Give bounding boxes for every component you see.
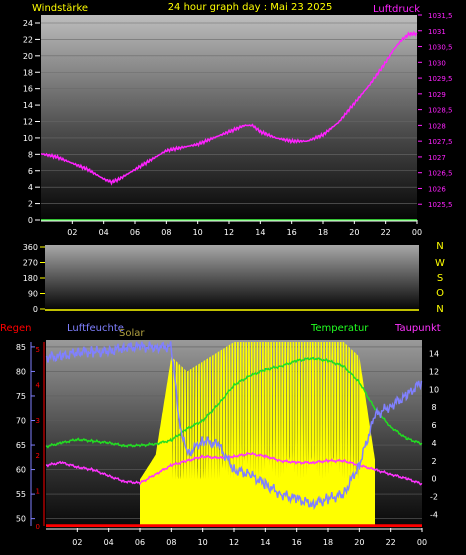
compass-letter: O: [436, 288, 444, 299]
panel-pressure-wind: [41, 15, 417, 220]
rain-tick-label: 0: [36, 523, 40, 531]
pressure-tick-label: 1029: [428, 91, 446, 99]
time-tick-label: 12: [229, 538, 239, 547]
time-tick-label: 02: [67, 228, 77, 237]
pressure-tick-label: 1031: [428, 28, 446, 36]
pressure-tick-label: 1029,5: [428, 75, 453, 83]
direction-tick-label: 180: [23, 274, 38, 283]
temperature-tick-label: -4: [430, 510, 438, 519]
humidity-tick-label: 75: [16, 392, 26, 401]
pressure-tick-label: 1031,5: [428, 12, 453, 20]
header-pressure-label: Luftdruck: [373, 4, 420, 15]
temperature-tick-label: 4: [431, 439, 436, 448]
direction-tick-label: 90: [28, 290, 38, 299]
temperature-tick-label: 12: [429, 367, 439, 376]
compass-letter: N: [436, 304, 443, 315]
humidity-tick-label: 80: [16, 367, 26, 376]
time-tick-label: 20: [349, 228, 359, 237]
wind-tick-label: 16: [23, 85, 33, 94]
series-solar: [140, 342, 375, 526]
time-tick-label: 20: [354, 538, 364, 547]
time-tick-label: 18: [323, 538, 333, 547]
rain-tick-label: 5: [36, 346, 40, 354]
humidity-tick-label: 65: [16, 441, 26, 450]
humidity-tick-label: 60: [16, 466, 26, 475]
time-tick-label: 02: [72, 538, 82, 547]
rain-tick-label: 4: [36, 381, 41, 389]
series-luftdruck: [40, 30, 418, 186]
humidity-tick-label: 50: [16, 515, 26, 524]
time-tick-label: 06: [135, 538, 145, 547]
pressure-tick-label: 1026,5: [428, 170, 453, 178]
pressure-tick-label: 1027,5: [428, 138, 453, 146]
time-tick-label: 00: [417, 538, 427, 547]
taupunkt-label: Taupunkt: [394, 323, 441, 334]
time-tick-label: 08: [161, 228, 171, 237]
wind-tick-label: 12: [23, 118, 33, 127]
luftfeuchte-label: Luftfeuchte: [67, 323, 124, 334]
pressure-tick-label: 1030: [428, 59, 446, 67]
chart-title: 24 hour graph day : Mai 23 2025: [168, 2, 333, 13]
wind-tick-label: 20: [23, 52, 33, 61]
rain-tick-label: 3: [36, 417, 40, 425]
wind-tick-label: 6: [28, 167, 33, 176]
temperature-tick-label: -2: [430, 493, 438, 502]
wind-tick-label: 4: [28, 183, 33, 192]
wind-tick-label: 24: [23, 19, 33, 28]
temperature-tick-label: 2: [431, 457, 436, 466]
temperature-tick-label: 0: [431, 475, 436, 484]
direction-tick-label: 270: [23, 259, 38, 268]
temperature-tick-label: 14: [429, 350, 439, 359]
time-tick-label: 22: [386, 538, 396, 547]
temperatur-label: Temperatur: [310, 323, 369, 334]
series-luftfeuchte: [45, 341, 423, 510]
series-temperatur: [45, 356, 423, 449]
pressure-tick-label: 1030,5: [428, 44, 453, 52]
time-tick-label: 18: [318, 228, 328, 237]
time-tick-label: 08: [166, 538, 176, 547]
compass-letter: N: [436, 241, 443, 252]
time-tick-label: 10: [198, 538, 208, 547]
wind-tick-label: 8: [28, 150, 33, 159]
time-tick-label: 00: [412, 228, 422, 237]
time-tick-label: 16: [292, 538, 302, 547]
time-tick-label: 22: [381, 228, 391, 237]
panel-wind-direction: [45, 245, 419, 309]
direction-tick-label: 360: [23, 243, 38, 252]
direction-tick-label: 0: [33, 305, 38, 314]
humidity-tick-label: 85: [16, 343, 26, 352]
rain-tick-label: 2: [36, 452, 40, 460]
time-tick-label: 14: [255, 228, 265, 237]
pressure-tick-label: 1025,5: [428, 201, 453, 209]
temperature-tick-label: 8: [431, 403, 436, 412]
time-tick-label: 16: [287, 228, 297, 237]
temperature-tick-label: 6: [431, 421, 436, 430]
pressure-tick-label: 1027: [428, 154, 446, 162]
wind-tick-label: 0: [28, 216, 33, 225]
time-tick-label: 04: [99, 228, 109, 237]
regen-label: Regen: [0, 323, 32, 334]
time-tick-label: 10: [193, 228, 203, 237]
wind-tick-label: 18: [23, 68, 33, 77]
rain-tick-label: 1: [36, 488, 40, 496]
humidity-tick-label: 70: [16, 417, 26, 426]
wind-tick-label: 10: [23, 134, 33, 143]
pressure-tick-label: 1026: [428, 185, 446, 193]
time-tick-label: 14: [260, 538, 270, 547]
pressure-tick-label: 1028,5: [428, 107, 453, 115]
wind-tick-label: 22: [23, 35, 33, 44]
humidity-tick-label: 55: [16, 490, 26, 499]
time-tick-label: 12: [224, 228, 234, 237]
wind-tick-label: 2: [28, 200, 33, 209]
compass-letter: S: [437, 273, 443, 284]
header-wind-label: Windstärke: [32, 3, 88, 14]
compass-letter: W: [435, 258, 445, 269]
time-tick-label: 04: [104, 538, 114, 547]
time-tick-label: 06: [130, 228, 140, 237]
pressure-tick-label: 1028: [428, 122, 446, 130]
solar-label: Solar: [119, 328, 145, 339]
temperature-tick-label: 10: [429, 385, 439, 394]
wind-tick-label: 14: [23, 101, 33, 110]
